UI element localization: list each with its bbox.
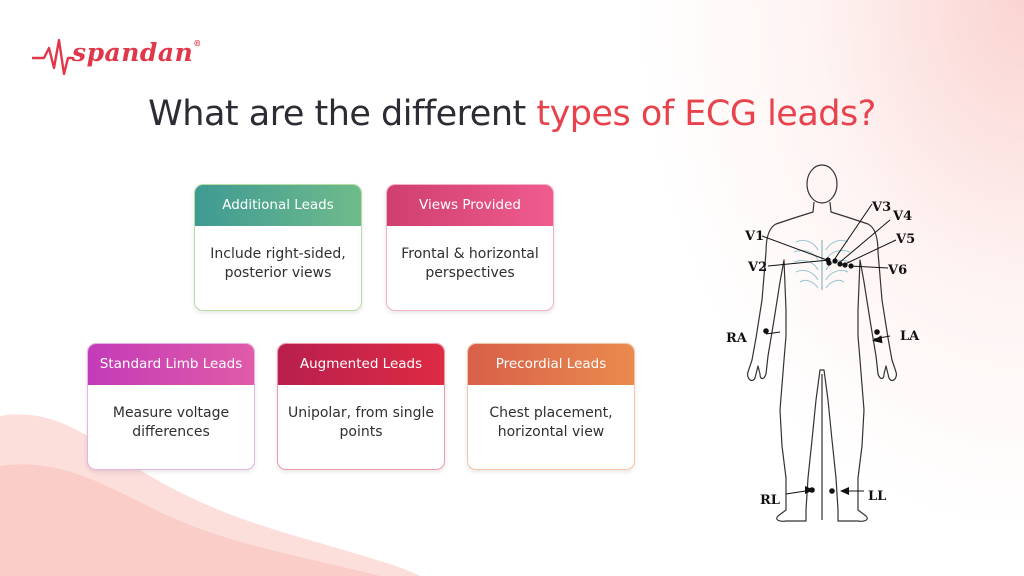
registered-mark: ® [193, 38, 202, 48]
electrode-la [874, 329, 880, 335]
brand-logo[interactable]: spandan® [72, 38, 202, 67]
ecg-lead-placement-diagram: V1 V2 V3 V4 V5 V6 RA LA RL LL [726, 164, 920, 522]
lead-label-v4: V4 [892, 209, 912, 224]
card-body: Chest placement, horizontal view [489, 405, 613, 440]
card-body: Frontal & horizontal perspectives [401, 246, 539, 281]
background-gradient-top-right [604, 0, 1024, 576]
electrode-v6 [848, 263, 854, 269]
title-highlight: types of ECG leads? [536, 94, 876, 134]
card-body: Measure voltage differences [112, 405, 230, 440]
electrode-v4 [837, 261, 843, 267]
electrode-ll [829, 488, 835, 494]
card-views-provided: Views Provided Frontal & horizontal pers… [386, 184, 554, 311]
electrode-ra [763, 328, 769, 334]
lead-label-v1: V1 [744, 229, 764, 244]
electrode-v3 [832, 258, 838, 264]
card-augmented-leads: Augmented Leads Unipolar, from single po… [277, 343, 445, 470]
lead-label-v3: V3 [871, 200, 891, 215]
brand-name: spandan [72, 38, 194, 67]
electrode-v5 [842, 262, 848, 268]
card-standard-limb-leads: Standard Limb Leads Measure voltage diff… [87, 343, 255, 470]
card-body: Include right-sided, posterior views [210, 246, 346, 281]
lead-label-v5: V5 [895, 232, 915, 247]
heartbeat-logo-icon [32, 38, 74, 76]
lead-label-v6: V6 [887, 263, 907, 278]
lead-label-v2: V2 [747, 260, 767, 275]
lead-label-ra: RA [726, 331, 748, 346]
electrode-v2 [826, 260, 832, 266]
lead-label-rl: RL [760, 493, 780, 508]
lead-label-la: LA [900, 329, 920, 344]
human-body-outline-icon [747, 164, 897, 522]
page-title: What are the different types of ECG lead… [0, 94, 1024, 134]
card-body: Unipolar, from single points [287, 405, 435, 440]
arrowheads-icon [805, 335, 883, 495]
card-heading: Augmented Leads [278, 344, 444, 385]
card-additional-leads: Additional Leads Include right-sided, po… [194, 184, 362, 311]
card-heading: Precordial Leads [468, 344, 634, 385]
card-precordial-leads: Precordial Leads Chest placement, horizo… [467, 343, 635, 470]
card-heading: Views Provided [387, 185, 553, 226]
title-prefix: What are the different [148, 94, 537, 134]
lead-label-ll: LL [868, 489, 886, 504]
card-heading: Standard Limb Leads [88, 344, 254, 385]
card-heading: Additional Leads [195, 185, 361, 226]
